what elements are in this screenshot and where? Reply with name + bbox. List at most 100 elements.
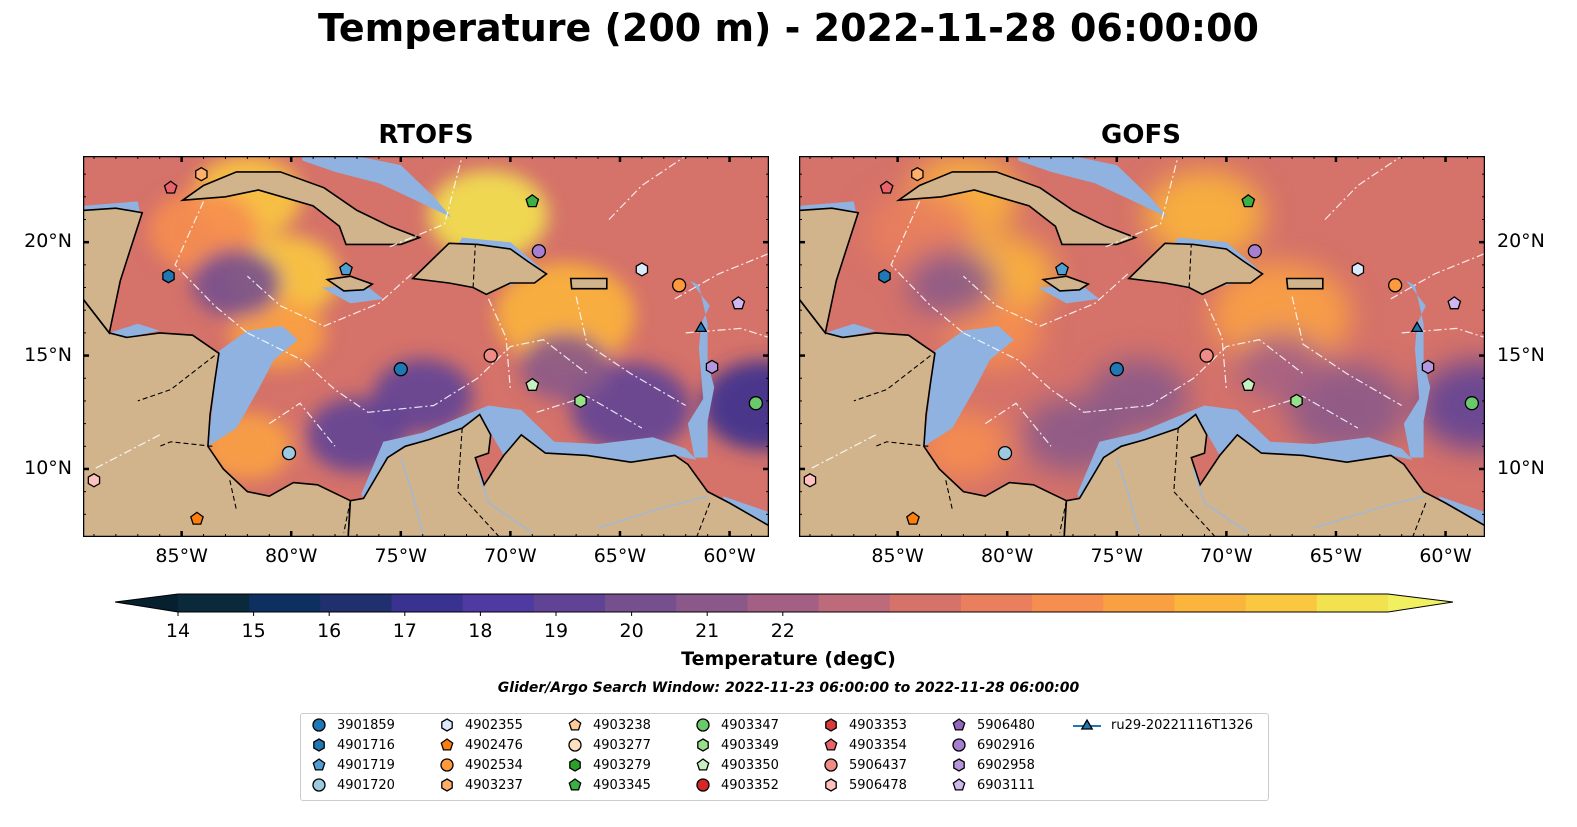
colorbar-segment: [818, 594, 891, 612]
eez-boundary-0: [174, 201, 248, 334]
gulf-of-honduras-shelf: [109, 323, 160, 338]
gulf-of-honduras-shelf: [825, 323, 876, 338]
eez-boundary-5: [1324, 156, 1403, 220]
eez-boundary-10: [809, 434, 876, 470]
border-0: [137, 355, 215, 402]
legend-item: 5906478: [823, 777, 907, 793]
legend-item: 4901719: [311, 757, 395, 773]
eez-boundary-2: [246, 273, 413, 327]
legend-item: 4902476: [439, 737, 523, 753]
colorbar-segment: [320, 594, 393, 612]
colorbar-tick-label: 14: [165, 620, 191, 642]
legend-item: ru29-20221116T1326: [1073, 717, 1253, 733]
cayman-cold-eddy: [907, 249, 998, 317]
float-4903237-marker: [195, 166, 208, 182]
bahamas-shelf: [302, 156, 452, 218]
legend-marker: [953, 758, 965, 772]
bahamas-shelf: [1018, 156, 1168, 218]
legend-label: 4903352: [721, 777, 779, 793]
eez-boundary-9: [536, 395, 643, 429]
float-4902534-marker: [671, 278, 687, 293]
float-5906478-marker: [87, 473, 101, 488]
float-4903347-marker: [1464, 396, 1479, 411]
colorbar-segment: [533, 594, 606, 612]
legend-label: 4902476: [465, 737, 523, 753]
legend-marker: [696, 718, 710, 732]
float-4903237-marker: [911, 166, 924, 182]
hispaniola-land: [1127, 242, 1264, 296]
legend-marker: [697, 738, 709, 752]
colorbar-segment: [1174, 594, 1247, 612]
legend-marker: [696, 778, 710, 792]
cuba-land: [895, 171, 1138, 246]
legend-marker: [441, 778, 453, 792]
float-6903111-marker: [1447, 296, 1462, 310]
lat-tick-label-rtofs: 20°N: [24, 230, 72, 253]
colorbar-segment: [1103, 594, 1176, 612]
border-4: [1173, 428, 1216, 537]
eez-boundary-6: [674, 252, 769, 300]
lesser-antilles-shelf: [687, 280, 715, 458]
atlantic-cold-water: [702, 360, 769, 451]
legend-label: 5906478: [849, 777, 907, 793]
lon-tick-label-gofs: 60°W: [1419, 545, 1472, 567]
float-4901719-marker: [1055, 262, 1069, 276]
legend-label: 4903279: [593, 757, 651, 773]
legend-item: 4903279: [567, 757, 651, 773]
nicaragua-shelf: [923, 326, 1014, 447]
colorbar-label: Temperature (degC): [681, 648, 896, 670]
legend-marker: [568, 738, 582, 752]
glider-marker: [1410, 321, 1424, 333]
legend-item: 4902355: [439, 717, 523, 733]
legend-marker: [313, 738, 325, 752]
legend-label: 6903111: [977, 777, 1035, 793]
border-6: [1188, 244, 1192, 288]
legend-item: 4901720: [311, 777, 395, 793]
legend-label: 4903353: [849, 717, 907, 733]
river-0: [1192, 468, 1249, 534]
border-3: [343, 500, 351, 533]
colorbar-segment: [249, 594, 321, 612]
aves-cold-eddy: [520, 333, 611, 401]
colombia-cold-eddy: [1088, 358, 1189, 434]
float-4902476-marker: [190, 511, 204, 525]
lon-tick-label-rtofs: 70°W: [484, 545, 537, 567]
legend-item: 4903347: [695, 717, 779, 733]
legend-label: 4901719: [337, 757, 395, 773]
float-4903350-marker: [1241, 377, 1256, 391]
lon-tick-label-rtofs: 60°W: [703, 545, 756, 567]
legend-marker: [824, 758, 838, 772]
south-america-land: [1063, 413, 1485, 537]
colorbar-segment: [178, 594, 250, 612]
border-3: [1059, 500, 1067, 533]
colorbar-tick-label: 18: [468, 620, 493, 642]
legend-label: 4901720: [337, 777, 395, 793]
legend-item: 5906437: [823, 757, 907, 773]
float-5906437-marker: [483, 348, 498, 363]
panel-title-rtofs: RTOFS: [378, 120, 474, 150]
legend-marker: [568, 718, 582, 731]
colombia-cold-eddy: [372, 358, 473, 434]
search-window-text: Glider/Argo Search Window: 2022-11-23 06…: [497, 680, 1080, 696]
border-4: [457, 428, 500, 537]
float-4902476-marker: [906, 511, 920, 525]
colorbar-tick-label: 17: [392, 620, 417, 642]
colorbar-segment: [1316, 594, 1389, 612]
legend-label: 4903237: [465, 777, 523, 793]
colorbar-extend-high: [1388, 594, 1453, 612]
float-4902355-marker: [635, 262, 649, 277]
legend-marker: [440, 738, 454, 751]
legend-item: 4903350: [695, 757, 779, 773]
float-4903349-marker: [1290, 393, 1303, 409]
cayman-cold-eddy: [191, 249, 282, 317]
float-4903354-marker: [879, 180, 894, 194]
eez-boundary-1: [963, 332, 1304, 413]
colorbar-segment: [960, 594, 1033, 612]
border-6: [472, 244, 476, 288]
legend-marker: [696, 758, 710, 771]
legend: 3901859 4901716 4901719 4901720 4902355 49024…: [300, 713, 1269, 801]
legend-item: 4903349: [695, 737, 779, 753]
float-5906437-marker: [1199, 348, 1214, 363]
float-4903349-marker: [574, 393, 587, 409]
legend-marker: [441, 718, 453, 732]
